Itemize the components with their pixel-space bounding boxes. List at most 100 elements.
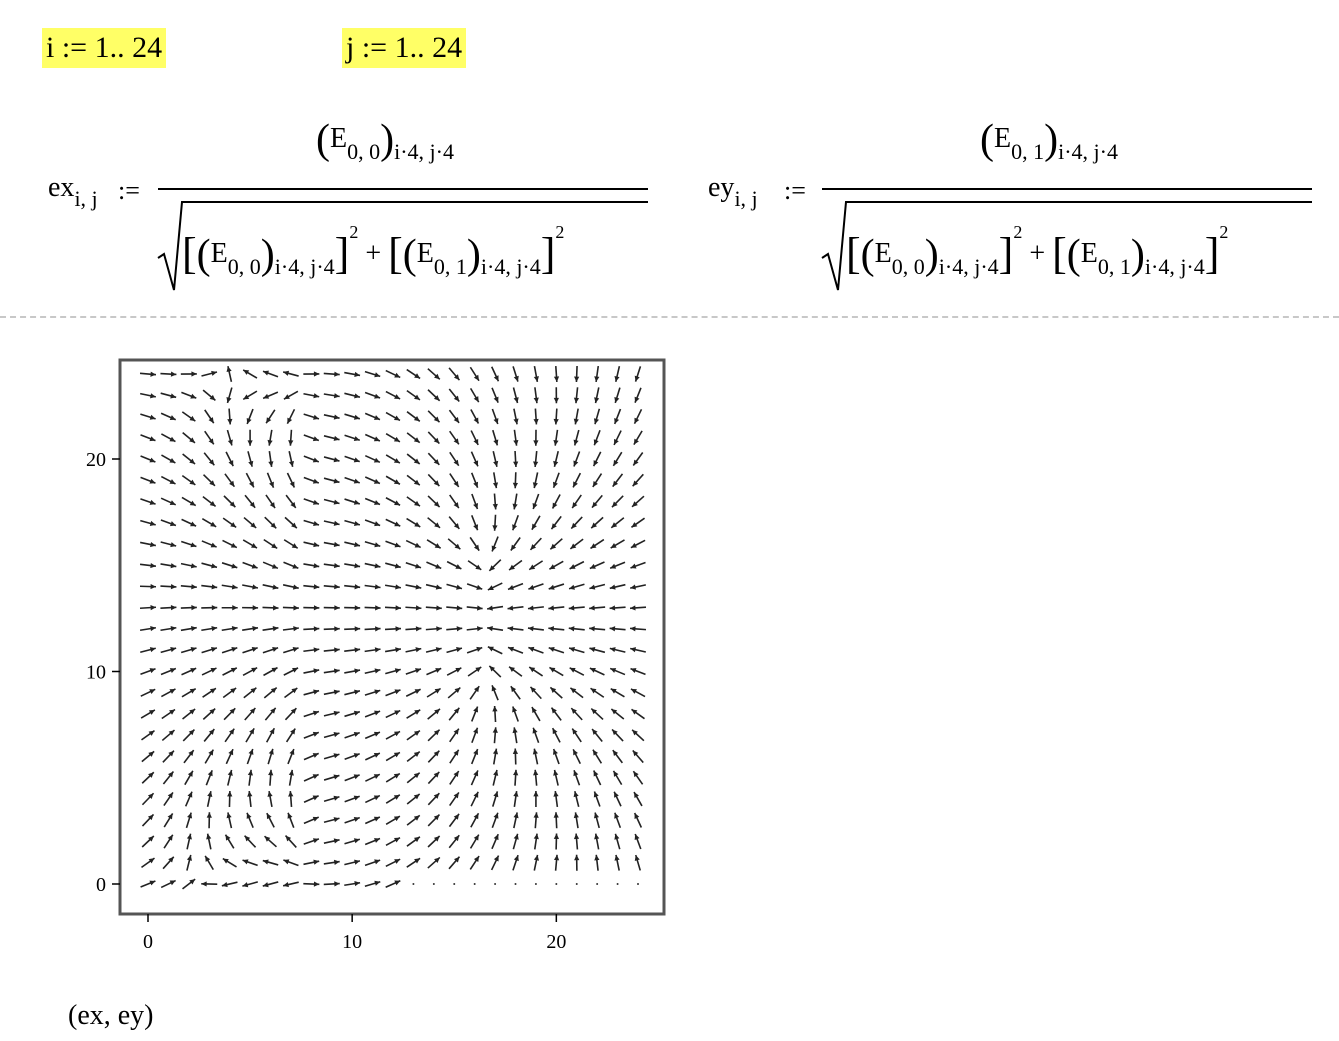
- field-arrow-head: [609, 647, 616, 653]
- field-arrow-head: [333, 499, 340, 505]
- field-arrow-head: [313, 668, 320, 674]
- field-arrow-head: [228, 460, 234, 467]
- field-arrow-head: [271, 667, 278, 673]
- field-arrow-head: [271, 563, 278, 569]
- field-arrow-head: [631, 709, 638, 715]
- field-arrow-head: [353, 414, 360, 420]
- field-arrow-head: [167, 792, 173, 799]
- field-arrow-head: [209, 501, 216, 507]
- field-arrow-head: [170, 563, 177, 569]
- field-arrow-head: [353, 436, 360, 442]
- field-arrow-head: [435, 563, 442, 569]
- field-arrow-head: [528, 584, 535, 590]
- field-arrow-head: [551, 707, 557, 714]
- field-arrow-head: [553, 854, 560, 861]
- field-arrow-head: [473, 460, 479, 467]
- field-arrow-head: [493, 855, 499, 862]
- field-arrow-head: [393, 752, 400, 758]
- field-arrow-head: [353, 710, 360, 716]
- field-arrow-head: [614, 833, 620, 840]
- field-arrow-head: [393, 415, 400, 421]
- field-arrow-head: [394, 563, 401, 569]
- field-arrow-head: [609, 626, 616, 632]
- field-arrow-head: [148, 709, 155, 715]
- field-arrow-head: [527, 605, 534, 611]
- field-arrow-head: [374, 859, 381, 865]
- field-arrow-head: [553, 769, 559, 776]
- ey-numerator: (E0, 1)i·4, j·4: [980, 117, 1118, 164]
- field-arrow-head: [333, 435, 340, 441]
- field-arrow-head: [227, 791, 233, 797]
- field-arrow-head: [354, 542, 360, 548]
- field-arrow-head: [549, 564, 556, 570]
- field-arrow-head: [149, 520, 156, 526]
- field-arrow-head: [455, 667, 462, 673]
- field-arrow-head: [169, 415, 176, 420]
- field-arrow-head: [189, 709, 196, 715]
- field-arrow-head: [532, 748, 538, 755]
- field-arrow-head: [334, 584, 340, 590]
- field-arrow-head: [533, 397, 539, 404]
- field-arrow-head: [553, 833, 560, 839]
- x-tick-label: 0: [143, 931, 153, 953]
- range-j-definition[interactable]: j := 1.. 24: [342, 28, 467, 68]
- field-arrow-head: [611, 501, 618, 508]
- field-arrow-head: [393, 458, 400, 464]
- field-arrow-head: [413, 815, 420, 821]
- field-arrow-head: [373, 838, 380, 843]
- field-arrow-head: [453, 374, 460, 381]
- field-arrow-head: [205, 855, 211, 862]
- field-arrow-head: [283, 394, 290, 400]
- field-arrow-head: [632, 729, 638, 736]
- field-arrow-head: [573, 481, 578, 488]
- field-arrow-head: [528, 646, 535, 652]
- ex-sqrt-sign-icon: [157, 201, 648, 291]
- field-arrow-head: [191, 371, 197, 377]
- field-arrow-head: [374, 880, 381, 886]
- field-arrow-head: [190, 668, 197, 673]
- field-arrow-head: [493, 791, 499, 798]
- y-tick-label: 20: [86, 449, 106, 471]
- field-arrow-head: [148, 858, 155, 864]
- field-arrow-head: [169, 668, 176, 673]
- field-arrow-head: [414, 500, 420, 507]
- field-arrow-head: [512, 503, 518, 510]
- field-arrow-head: [476, 584, 483, 590]
- field-arrow-head: [252, 626, 258, 632]
- vector-field-plot[interactable]: 0 10 20 0 10 20: [60, 350, 680, 970]
- field-arrow-head: [333, 689, 340, 695]
- field-arrow-head: [375, 626, 381, 632]
- field-arrow-head: [313, 859, 320, 865]
- field-arrow-head: [313, 689, 320, 695]
- field-arrow-head: [313, 393, 320, 399]
- field-arrow-head: [208, 749, 214, 756]
- field-arrow-head: [170, 371, 177, 377]
- field-arrow-head: [313, 520, 320, 526]
- field-arrow-head: [246, 812, 252, 819]
- ey-name: ey: [708, 172, 735, 203]
- field-arrow-head: [530, 686, 537, 693]
- field-arrow-head: [550, 543, 557, 550]
- field-arrow-head: [568, 605, 575, 611]
- field-arrow-head: [226, 397, 232, 403]
- range-i-definition[interactable]: i := 1.. 24: [42, 28, 167, 68]
- field-arrow-head: [190, 563, 197, 569]
- field-arrow-head: [453, 835, 460, 842]
- field-arrow-head: [333, 478, 340, 484]
- field-arrow-head: [573, 749, 578, 756]
- field-arrow-head: [453, 523, 460, 529]
- field-arrow-head: [353, 499, 360, 505]
- field-arrow-head: [150, 604, 156, 611]
- field-arrow-head: [614, 375, 620, 382]
- field-arrow-head: [589, 584, 596, 590]
- field-arrow-head: [189, 688, 196, 694]
- field-arrow-head: [413, 458, 420, 464]
- field-arrow-head: [434, 373, 440, 380]
- field-arrow-head: [150, 541, 156, 548]
- field-arrow-head: [287, 417, 293, 424]
- field-arrow-head: [433, 395, 440, 401]
- field-arrow-head: [569, 584, 575, 590]
- plot-axis-expression[interactable]: (ex, ey): [68, 1000, 154, 1031]
- field-arrow-head: [354, 689, 360, 695]
- field-arrow-head: [589, 605, 595, 611]
